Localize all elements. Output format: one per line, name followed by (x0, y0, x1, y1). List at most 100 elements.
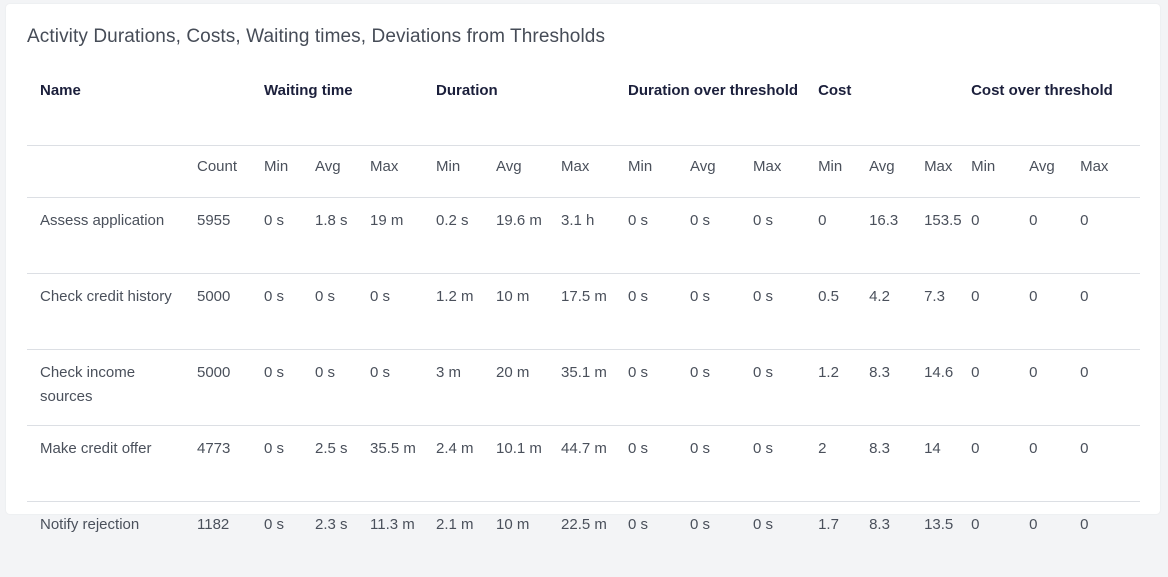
sub-header-cell: Max (911, 146, 958, 198)
table-cell: 0 (1067, 350, 1140, 426)
table-cell: 0 s (357, 274, 423, 350)
activity-name-cell: Check income sources (27, 350, 184, 426)
table-cell: 20 m (483, 350, 548, 426)
table-cell: 0 s (251, 426, 302, 502)
table-cell: 0 s (302, 350, 357, 426)
table-cell: 0 s (251, 198, 302, 274)
table-cell: 0 s (251, 274, 302, 350)
table-cell: 0 s (677, 274, 740, 350)
table-cell: 0 (958, 198, 1016, 274)
table-cell: 0 (1067, 502, 1140, 577)
sub-header-cell: Max (740, 146, 805, 198)
table-cell: 0 (1067, 274, 1140, 350)
card-title: Activity Durations, Costs, Waiting times… (27, 26, 605, 48)
sub-header-cell: Min (805, 146, 856, 198)
table-cell: 2.3 s (302, 502, 357, 577)
table-cell: 5955 (184, 198, 251, 274)
table-cell: 10 m (483, 274, 548, 350)
table-cell: 2.4 m (423, 426, 483, 502)
table-cell: 2 (805, 426, 856, 502)
sub-header-cell: Avg (1016, 146, 1067, 198)
header-count-spacer (184, 68, 251, 146)
table-cell: 4773 (184, 426, 251, 502)
sub-header-cell: Max (357, 146, 423, 198)
table-cell: 0 s (615, 350, 677, 426)
table-cell: 4.2 (856, 274, 911, 350)
table-cell: 11.3 m (357, 502, 423, 577)
table-cell: 0 s (302, 274, 357, 350)
table-cell: 0 s (251, 502, 302, 577)
table-cell: 0.5 (805, 274, 856, 350)
table-cell: 0.2 s (423, 198, 483, 274)
table-cell: 5000 (184, 350, 251, 426)
table-cell: 3.1 h (548, 198, 615, 274)
table-cell: 17.5 m (548, 274, 615, 350)
table-cell: 1.2 m (423, 274, 483, 350)
table-cell: 0 s (615, 426, 677, 502)
table-cell: 0 s (677, 426, 740, 502)
table-cell: 8.3 (856, 502, 911, 577)
table-cell: 19.6 m (483, 198, 548, 274)
table-cell: 22.5 m (548, 502, 615, 577)
table-cell: 16.3 (856, 198, 911, 274)
table-cell: 0 s (740, 502, 805, 577)
table-cell: 35.1 m (548, 350, 615, 426)
table-cell: 10.1 m (483, 426, 548, 502)
sub-header-cell: Avg (302, 146, 357, 198)
activity-name-cell: Notify rejection (27, 502, 184, 577)
table-cell: 0 s (740, 198, 805, 274)
sub-header-cell: Min (423, 146, 483, 198)
table-cell: 0 (805, 198, 856, 274)
activity-stats-card: Activity Durations, Costs, Waiting times… (6, 4, 1160, 514)
table-cell: 0 s (740, 274, 805, 350)
table-cell: 13.5 (911, 502, 958, 577)
table-cell: 35.5 m (357, 426, 423, 502)
table-cell: 0 (958, 426, 1016, 502)
table-cell: 3 m (423, 350, 483, 426)
header-duration-over-threshold: Duration over threshold (615, 68, 805, 146)
sub-header-cell: Avg (856, 146, 911, 198)
table-cell: 0 (1016, 198, 1067, 274)
table-cell: 0 (1016, 426, 1067, 502)
table-cell: 0 s (615, 274, 677, 350)
header-duration: Duration (423, 68, 615, 146)
header-cost-over-threshold: Cost over threshold (958, 68, 1140, 146)
table-cell: 0 s (740, 426, 805, 502)
sub-header-cell: Min (251, 146, 302, 198)
table-cell: 8.3 (856, 350, 911, 426)
table-cell: 0 s (677, 350, 740, 426)
table-cell: 1.2 (805, 350, 856, 426)
table-cell: 1.8 s (302, 198, 357, 274)
sub-header-cell: Min (615, 146, 677, 198)
table-cell: 7.3 (911, 274, 958, 350)
group-header-row: Name Waiting time Duration Duration over… (27, 68, 1140, 146)
table-cell: 10 m (483, 502, 548, 577)
activity-name-cell: Assess application (27, 198, 184, 274)
table-cell: 0 (958, 502, 1016, 577)
table-cell: 0 s (677, 502, 740, 577)
table-cell: 0 (1067, 426, 1140, 502)
activity-name-cell: Make credit offer (27, 426, 184, 502)
table-cell: 0 (1067, 198, 1140, 274)
table-cell: 0 s (357, 350, 423, 426)
table-cell: 44.7 m (548, 426, 615, 502)
table-cell: 8.3 (856, 426, 911, 502)
table-cell: 0 (1016, 274, 1067, 350)
header-cost: Cost (805, 68, 958, 146)
table-cell: 0 s (615, 502, 677, 577)
sub-header-cell: Avg (483, 146, 548, 198)
table-cell: 5000 (184, 274, 251, 350)
sub-header-cell: Count (184, 146, 251, 198)
table-cell: 14 (911, 426, 958, 502)
table-cell: 1.7 (805, 502, 856, 577)
sub-header-cell: Min (958, 146, 1016, 198)
table-cell: 0 (958, 350, 1016, 426)
sub-header-cell: Avg (677, 146, 740, 198)
sub-header-cell (27, 146, 184, 198)
table-cell: 0 (1016, 502, 1067, 577)
activity-name-cell: Check credit history (27, 274, 184, 350)
